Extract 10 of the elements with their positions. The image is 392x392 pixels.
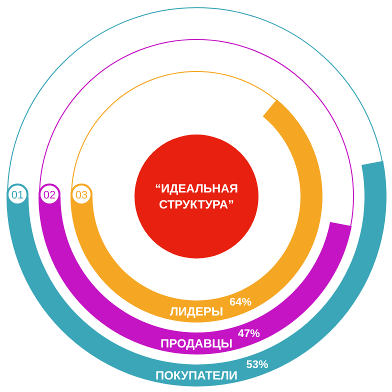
- category-label: ПРОДАВЦЫ: [160, 336, 233, 350]
- text: 01: [11, 190, 24, 202]
- data-label: 53%: [246, 358, 268, 371]
- text: “ИДЕАЛЬНАЯ СТРУКТУРА”: [155, 182, 238, 212]
- category-label: ПОКУПАТЕЛИ: [155, 368, 238, 382]
- text: 03: [75, 190, 88, 202]
- data-label: 47%: [238, 328, 260, 340]
- category-label: ЛИДЕРЫ: [170, 304, 224, 318]
- data-label: 64%: [230, 296, 252, 309]
- text: 02: [43, 190, 56, 202]
